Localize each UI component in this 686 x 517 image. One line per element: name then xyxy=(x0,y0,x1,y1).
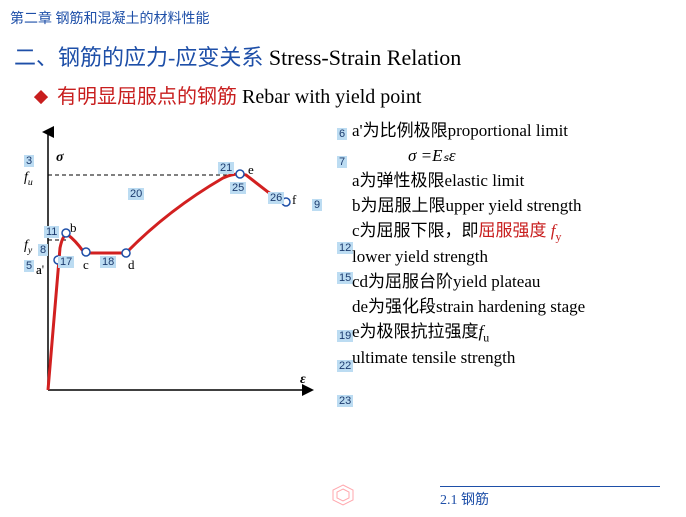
annotation-5: 5 xyxy=(24,260,34,272)
legend-line: σ =Eₛε xyxy=(330,145,678,168)
sub-title-en: Rebar with yield point xyxy=(237,86,421,108)
legend-line: c为屈服下限，即屈服强度 fy xyxy=(330,220,678,244)
legend-line: de为强化段strain hardening stage xyxy=(330,296,678,319)
annotation-8: 8 xyxy=(38,244,48,256)
sub-title: 有明显屈服点的钢筋 Rebar with yield point xyxy=(0,76,686,114)
breadcrumb: 第二章 钢筋和混凝土的材料性能 xyxy=(0,0,686,36)
diamond-icon xyxy=(34,87,48,110)
legend-line: lower yield strength xyxy=(330,246,678,269)
annotation-23: 23 xyxy=(337,395,353,407)
legend-line: a为弹性极限elastic limit xyxy=(330,170,678,193)
annotation-3: 3 xyxy=(24,155,34,167)
stress-strain-chart: σεfufyabcdefa'35789111215171819202122232… xyxy=(8,120,328,420)
annotation-17: 17 xyxy=(58,256,74,268)
annotation-21: 21 xyxy=(218,162,234,174)
section-title-en: Stress-Strain Relation xyxy=(263,45,461,70)
legend-line: a'为比例极限proportional limit xyxy=(330,120,678,143)
logo-icon xyxy=(330,482,356,513)
legend-line: ultimate tensile strength xyxy=(330,347,678,370)
annotation-9: 9 xyxy=(312,199,322,211)
annotation-26: 26 xyxy=(268,192,284,204)
legend-line: cd为屈服台阶yield plateau xyxy=(330,271,678,294)
sub-title-cn: 有明显屈服点的钢筋 xyxy=(57,86,237,108)
legend-line: e为极限抗拉强度fu xyxy=(330,321,678,345)
legend-list: a'为比例极限proportional limitσ =Eₛεa为弹性极限ela… xyxy=(328,120,678,420)
legend-line: b为屈服上限upper yield strength xyxy=(330,195,678,218)
annotation-25: 25 xyxy=(230,182,246,194)
footer: 2.1 钢筋 xyxy=(440,486,660,509)
annotation-18: 18 xyxy=(100,256,116,268)
annotation-11: 11 xyxy=(44,226,59,238)
annotation-20: 20 xyxy=(128,188,144,200)
section-title: 二、钢筋的应力-应变关系 Stress-Strain Relation xyxy=(0,36,686,76)
section-title-cn: 二、钢筋的应力-应变关系 xyxy=(14,45,263,70)
